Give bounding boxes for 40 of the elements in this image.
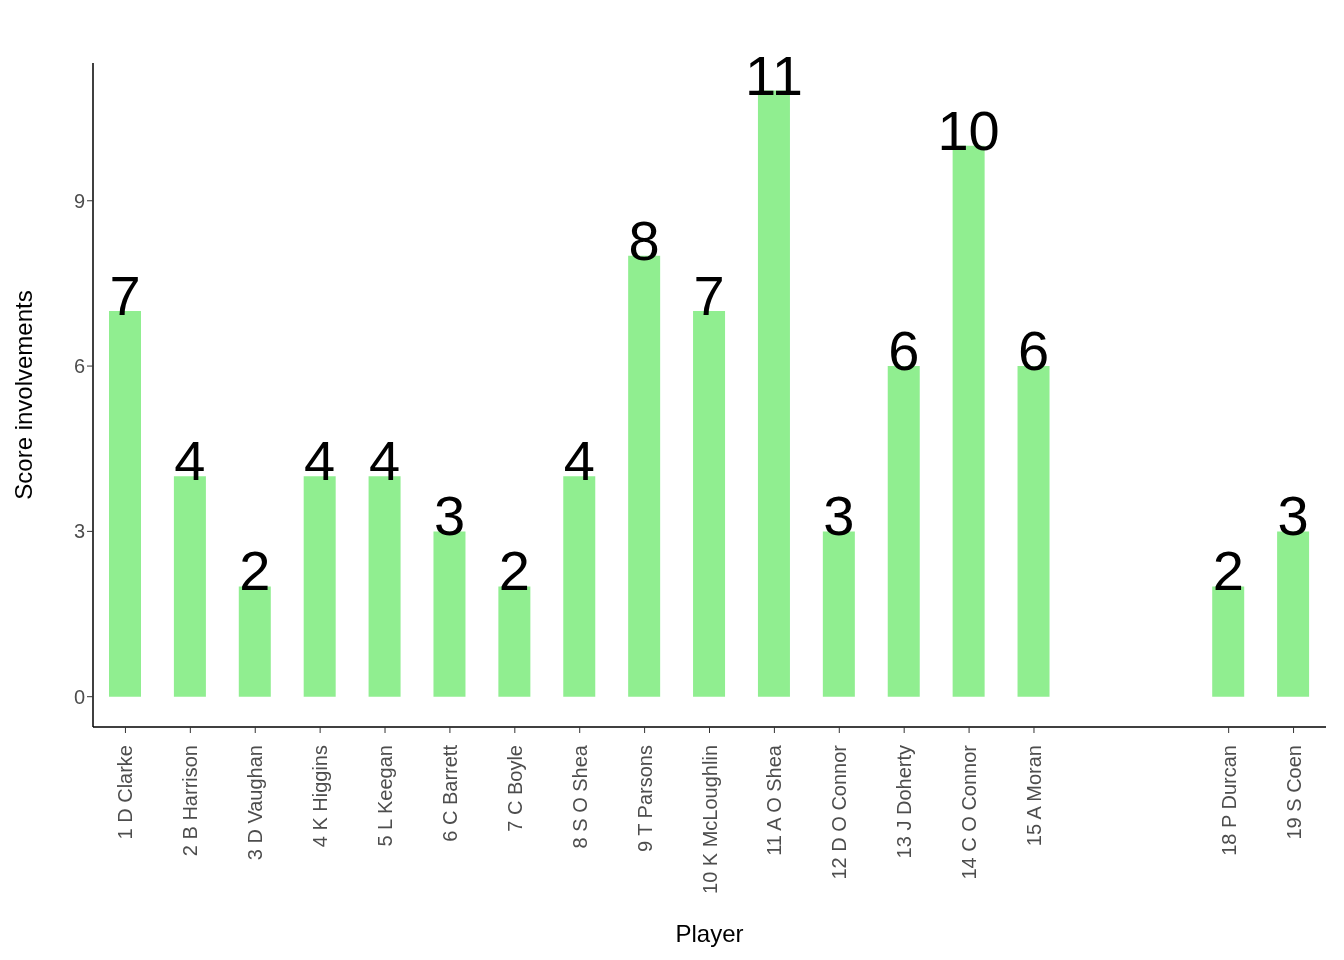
data-label: 3 <box>823 484 855 548</box>
data-label: 8 <box>628 208 660 272</box>
data-label: 6 <box>1017 319 1050 383</box>
x-tick-label: 18 P Durcan <box>1217 745 1240 856</box>
x-tick-label: 5 L Keegan <box>374 745 397 847</box>
y-tick-label: 0 <box>73 685 85 708</box>
x-tick-label: 15 A Moran <box>1022 745 1045 847</box>
x-tick-label: 6 C Barrett <box>438 744 461 842</box>
x-tick-label: 14 C O Connor <box>958 744 981 880</box>
x-tick-label: 4 K Higgins <box>309 745 332 848</box>
x-tick-label: 13 J Doherty <box>893 745 916 859</box>
x-tick-label: 8 S O Shea <box>568 744 591 849</box>
data-label: 3 <box>433 484 466 548</box>
data-label: 4 <box>304 429 336 493</box>
data-label: 2 <box>498 539 530 603</box>
y-tick-label: 3 <box>73 520 85 543</box>
data-label: 11 <box>744 43 804 107</box>
data-label: 7 <box>109 263 141 327</box>
x-tick-label: 12 D O Connor <box>828 744 851 880</box>
data-label: 2 <box>1212 539 1244 603</box>
data-label: 6 <box>888 319 920 383</box>
y-tick-label: 6 <box>73 355 85 378</box>
data-label: 4 <box>563 429 595 493</box>
y-tick-label: 9 <box>73 189 85 212</box>
x-tick-label: 3 D Vaughan <box>244 745 267 861</box>
x-axis-title: Player <box>675 920 744 947</box>
x-tick-label: 1 D Clarke <box>114 745 137 840</box>
data-label: 2 <box>239 539 271 603</box>
x-tick-label: 11 A O Shea <box>763 744 786 856</box>
data-label: 10 <box>937 98 1000 162</box>
data-label: 7 <box>693 263 725 327</box>
x-tick-label: 10 K McLoughlin <box>698 745 721 894</box>
x-tick-label: 2 B Harrison <box>179 745 202 857</box>
data-label: 4 <box>369 429 401 493</box>
data-label: 3 <box>1277 484 1309 548</box>
x-tick-label: 19 S Coen <box>1282 745 1305 840</box>
x-tick-label: 9 T Parsons <box>633 745 656 853</box>
y-axis-title: Score involvements <box>9 290 37 500</box>
x-tick-label: 7 C Boyle <box>503 745 526 832</box>
data-label: 4 <box>174 429 206 493</box>
